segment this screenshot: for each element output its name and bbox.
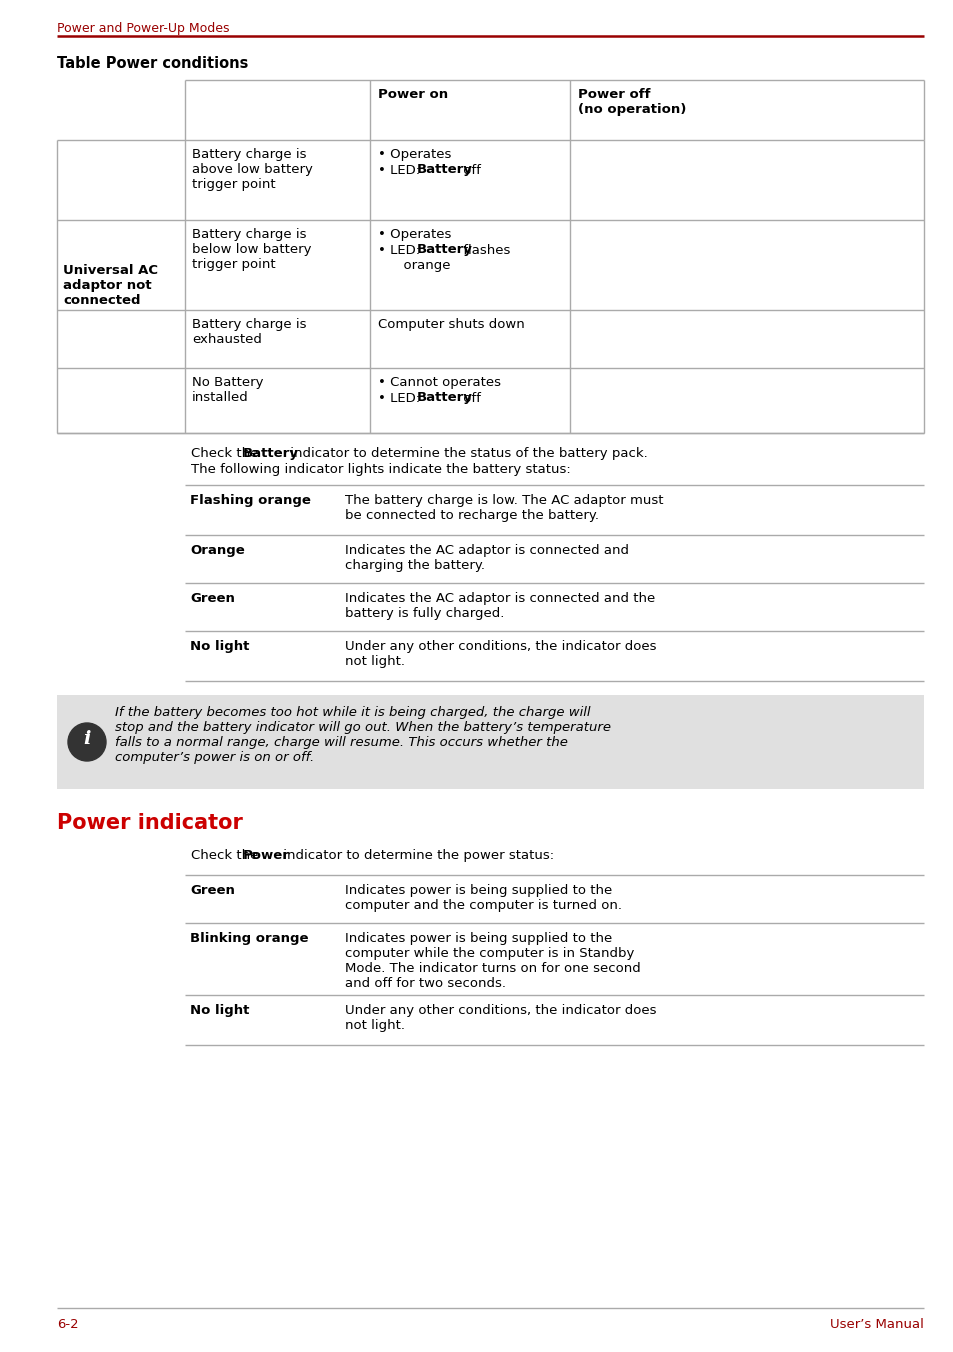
Text: User’s Manual: User’s Manual: [829, 1318, 923, 1330]
Text: • Operates: • Operates: [377, 147, 451, 161]
Text: • LED:: • LED:: [377, 243, 424, 257]
Text: Computer shuts down: Computer shuts down: [377, 318, 524, 331]
Text: • Cannot operates: • Cannot operates: [377, 376, 500, 389]
Circle shape: [68, 723, 106, 761]
Text: Indicates the AC adaptor is connected and
charging the battery.: Indicates the AC adaptor is connected an…: [345, 544, 628, 572]
Text: If the battery becomes too hot while it is being charged, the charge will
stop a: If the battery becomes too hot while it …: [115, 706, 610, 764]
Text: Battery: Battery: [243, 448, 298, 460]
Text: Table Power conditions: Table Power conditions: [57, 55, 248, 72]
Text: flashes: flashes: [458, 243, 510, 257]
Text: 6-2: 6-2: [57, 1318, 78, 1330]
Text: Orange: Orange: [190, 544, 245, 557]
Text: Battery: Battery: [416, 243, 473, 257]
Text: i: i: [83, 730, 91, 748]
FancyBboxPatch shape: [57, 695, 923, 790]
Text: Power: Power: [243, 849, 290, 863]
Text: off: off: [458, 164, 480, 177]
Text: No light: No light: [190, 1005, 249, 1017]
Text: Battery: Battery: [416, 164, 473, 177]
Text: Green: Green: [190, 592, 234, 604]
Text: Blinking orange: Blinking orange: [190, 932, 308, 945]
Text: Check the: Check the: [191, 448, 262, 460]
Text: Battery charge is
above low battery
trigger point: Battery charge is above low battery trig…: [192, 147, 313, 191]
Text: Battery charge is
exhausted: Battery charge is exhausted: [192, 318, 306, 346]
Text: Indicates the AC adaptor is connected and the
battery is fully charged.: Indicates the AC adaptor is connected an…: [345, 592, 655, 621]
Text: Indicates power is being supplied to the
computer and the computer is turned on.: Indicates power is being supplied to the…: [345, 884, 621, 913]
Text: Power on: Power on: [377, 88, 448, 101]
Text: • LED:: • LED:: [377, 164, 424, 177]
Text: Battery charge is
below low battery
trigger point: Battery charge is below low battery trig…: [192, 228, 312, 270]
Text: Universal AC
adaptor not
connected: Universal AC adaptor not connected: [63, 265, 158, 307]
Text: Power indicator: Power indicator: [57, 813, 243, 833]
Text: Power off
(no operation): Power off (no operation): [578, 88, 685, 116]
Text: The following indicator lights indicate the battery status:: The following indicator lights indicate …: [191, 462, 570, 476]
Text: • Operates: • Operates: [377, 228, 451, 241]
Text: Battery: Battery: [416, 392, 473, 404]
Text: off: off: [458, 392, 480, 404]
Text: No light: No light: [190, 639, 249, 653]
Text: No Battery
installed: No Battery installed: [192, 376, 263, 404]
Text: indicator to determine the status of the battery pack.: indicator to determine the status of the…: [286, 448, 647, 460]
Text: Flashing orange: Flashing orange: [190, 493, 311, 507]
Text: indicator to determine the power status:: indicator to determine the power status:: [278, 849, 554, 863]
Text: Check the: Check the: [191, 849, 262, 863]
Text: Indicates power is being supplied to the
computer while the computer is in Stand: Indicates power is being supplied to the…: [345, 932, 640, 990]
Text: Under any other conditions, the indicator does
not light.: Under any other conditions, the indicato…: [345, 1005, 656, 1032]
Text: Power and Power-Up Modes: Power and Power-Up Modes: [57, 22, 230, 35]
Text: Green: Green: [190, 884, 234, 896]
Text: • LED:: • LED:: [377, 392, 424, 404]
Text: Under any other conditions, the indicator does
not light.: Under any other conditions, the indicato…: [345, 639, 656, 668]
Text: orange: orange: [377, 260, 450, 272]
Text: The battery charge is low. The AC adaptor must
be connected to recharge the batt: The battery charge is low. The AC adapto…: [345, 493, 662, 522]
